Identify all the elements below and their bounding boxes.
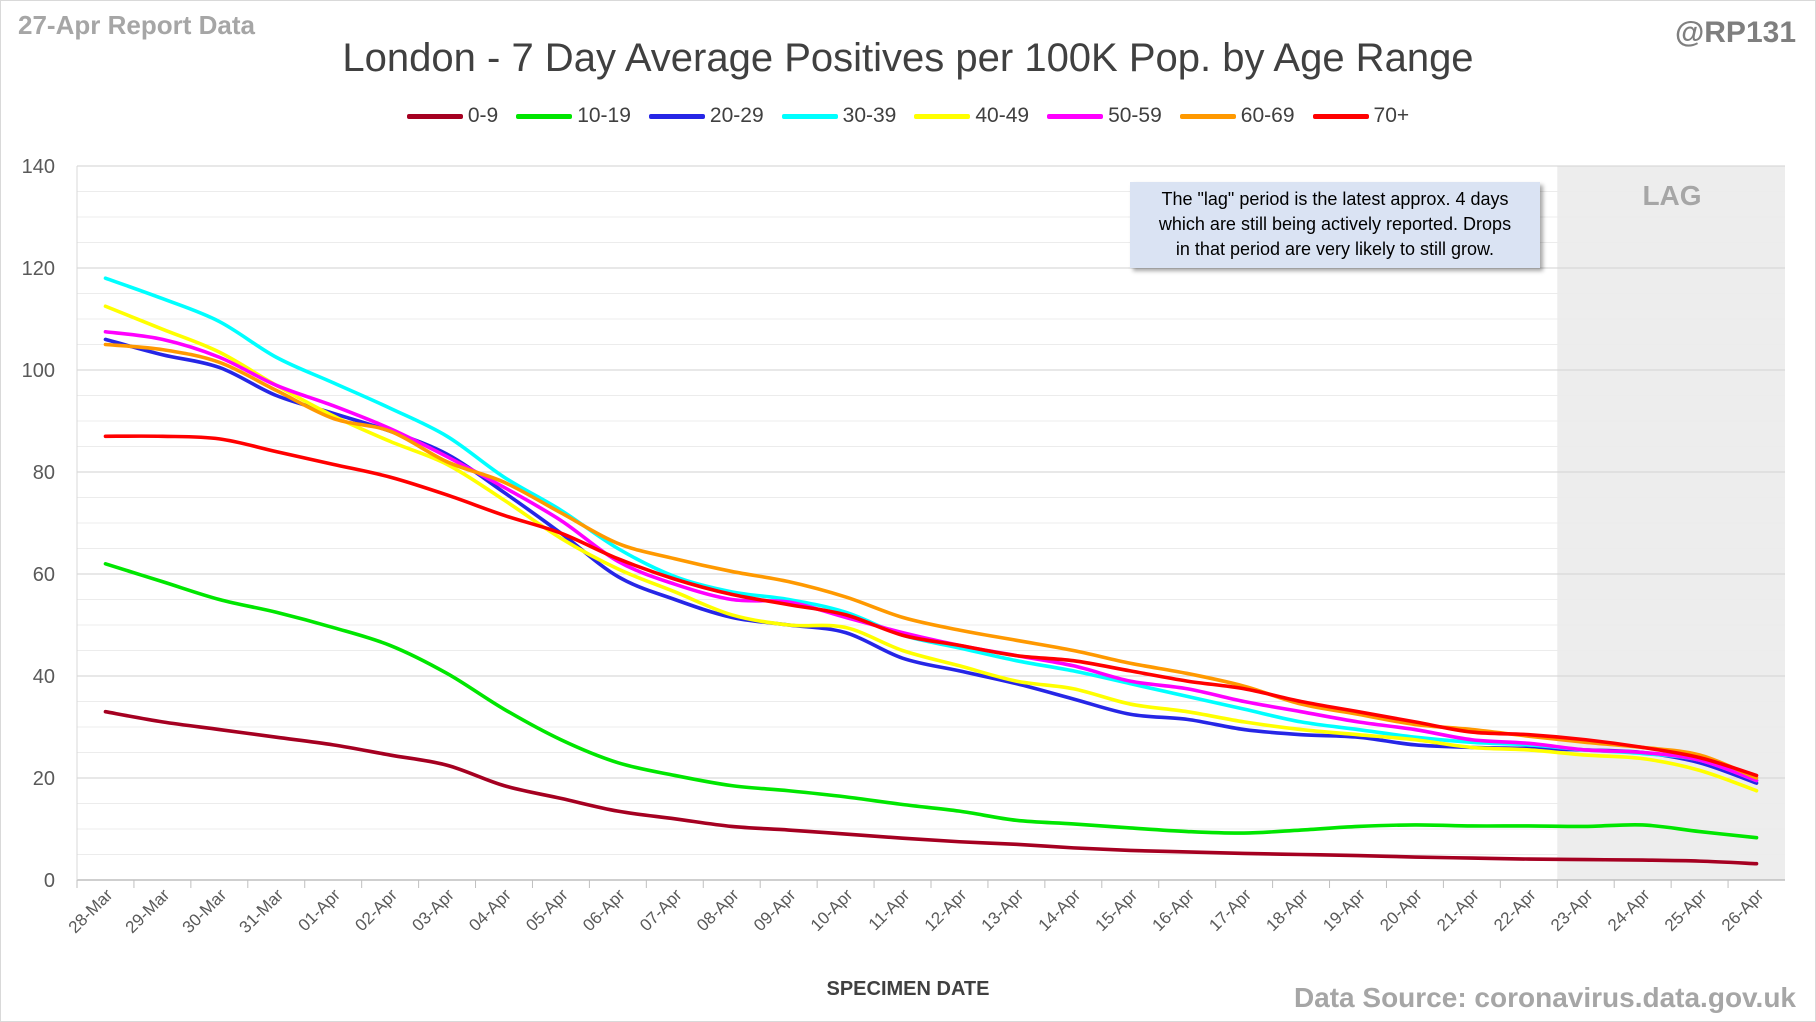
- author-handle: @RP131: [1675, 16, 1796, 49]
- series-line-50-59: [103, 329, 1759, 783]
- chart-title: London - 7 Day Average Positives per 100…: [342, 36, 1474, 80]
- y-tick-label: 60: [33, 564, 55, 586]
- x-tick-label: 08-Apr: [693, 885, 743, 935]
- legend-swatch: [1179, 113, 1236, 119]
- series-line-0-9: [103, 709, 1759, 866]
- x-tick-label: 06-Apr: [579, 885, 629, 935]
- x-tick-label: 24-Apr: [1604, 885, 1654, 935]
- lag-note-line-3: in that period are very likely to still …: [1175, 239, 1495, 259]
- legend-label: 0-9: [467, 104, 499, 127]
- x-tick-label: 14-Apr: [1035, 885, 1085, 935]
- x-tick-label: 17-Apr: [1205, 885, 1255, 935]
- x-tick-label: 13-Apr: [978, 885, 1028, 935]
- legend-label: 70+: [1373, 104, 1410, 127]
- legend-label: 50-59: [1108, 104, 1162, 127]
- legend-swatch: [406, 113, 463, 119]
- x-tick-label: 18-Apr: [1262, 885, 1312, 935]
- legend-swatch: [516, 113, 573, 119]
- series-line-70+: [103, 434, 1759, 778]
- series-line-20-29: [103, 337, 1759, 785]
- x-tick-label: 07-Apr: [636, 885, 686, 935]
- legend-item: 10-19: [516, 104, 631, 128]
- legend-label: 40-49: [975, 104, 1030, 127]
- legend-item: 40-49: [914, 104, 1029, 128]
- legend-swatch: [1047, 113, 1104, 119]
- x-tick-label: 23-Apr: [1547, 885, 1597, 935]
- y-tick-label: 100: [22, 360, 55, 382]
- x-tick-label: 20-Apr: [1376, 885, 1426, 935]
- series-line-30-39: [103, 276, 1759, 783]
- x-tick-label: 15-Apr: [1092, 885, 1142, 935]
- x-tick-label: 21-Apr: [1433, 885, 1483, 935]
- x-tick-label: 04-Apr: [465, 885, 515, 935]
- legend-item: 50-59: [1047, 104, 1162, 128]
- x-tick-label: 19-Apr: [1319, 885, 1369, 935]
- y-tick-label: 140: [22, 156, 55, 178]
- legend: 0-9 10-19 20-29 30-39 40-49 50-59 60-69 70+: [0, 104, 1816, 128]
- series-line-10-19: [103, 562, 1759, 840]
- legend-swatch: [648, 113, 705, 119]
- y-tick-label: 80: [33, 462, 55, 484]
- x-tick-label: 30-Mar: [179, 885, 231, 937]
- x-tick-label: 16-Apr: [1149, 885, 1199, 935]
- y-tick-label: 120: [22, 258, 55, 280]
- x-tick-label: 11-Apr: [865, 885, 914, 934]
- x-tick-label: 09-Apr: [750, 885, 800, 935]
- legend-swatch: [781, 113, 838, 119]
- legend-swatch: [1312, 113, 1369, 119]
- x-tick-label: 12-Apr: [921, 885, 971, 935]
- x-tick-label: 29-Mar: [122, 885, 174, 937]
- x-tick-label: 26-Apr: [1718, 885, 1768, 935]
- legend-label: 30-39: [842, 104, 897, 127]
- x-axis-label: SPECIMEN DATE: [826, 978, 990, 1000]
- legend-item: 30-39: [781, 104, 897, 128]
- legend-label: 10-19: [577, 104, 631, 127]
- x-tick-label: 31-Mar: [236, 885, 288, 937]
- x-tick-label: 02-Apr: [351, 885, 401, 935]
- y-tick-label: 20: [33, 768, 55, 790]
- legend-item: 70+: [1312, 104, 1410, 128]
- y-tick-label: 0: [44, 870, 55, 892]
- x-tick-label: 25-Apr: [1661, 885, 1711, 935]
- x-tick-label: 03-Apr: [408, 885, 458, 935]
- x-tick-label: 05-Apr: [522, 885, 572, 935]
- y-tick-label: 40: [33, 666, 55, 688]
- x-tick-label: 10-Apr: [807, 885, 857, 935]
- lag-note-line-2: which are still being actively reported.…: [1158, 214, 1512, 234]
- lag-note: The "lag" period is the latest approx. 4…: [1130, 182, 1540, 268]
- lag-note-line-1: The "lag" period is the latest approx. 4…: [1161, 189, 1509, 209]
- report-date-label: 27-Apr Report Data: [18, 10, 255, 40]
- legend-item: 20-29: [648, 104, 764, 128]
- legend-label: 20-29: [709, 104, 764, 127]
- series-line-40-49: [103, 304, 1759, 793]
- legend-swatch: [914, 113, 971, 119]
- legend-item: 60-69: [1179, 104, 1295, 128]
- lag-label: LAG: [1642, 180, 1702, 211]
- legend-label: 60-69: [1240, 104, 1295, 127]
- x-tick-label: 22-Apr: [1490, 885, 1540, 935]
- legend-item: 0-9: [406, 104, 499, 128]
- x-tick-label: 01-Apr: [295, 885, 345, 935]
- series-line-60-69: [103, 342, 1759, 780]
- x-tick-label: 28-Mar: [65, 885, 117, 937]
- data-source: Data Source: coronavirus.data.gov.uk: [1293, 982, 1796, 1013]
